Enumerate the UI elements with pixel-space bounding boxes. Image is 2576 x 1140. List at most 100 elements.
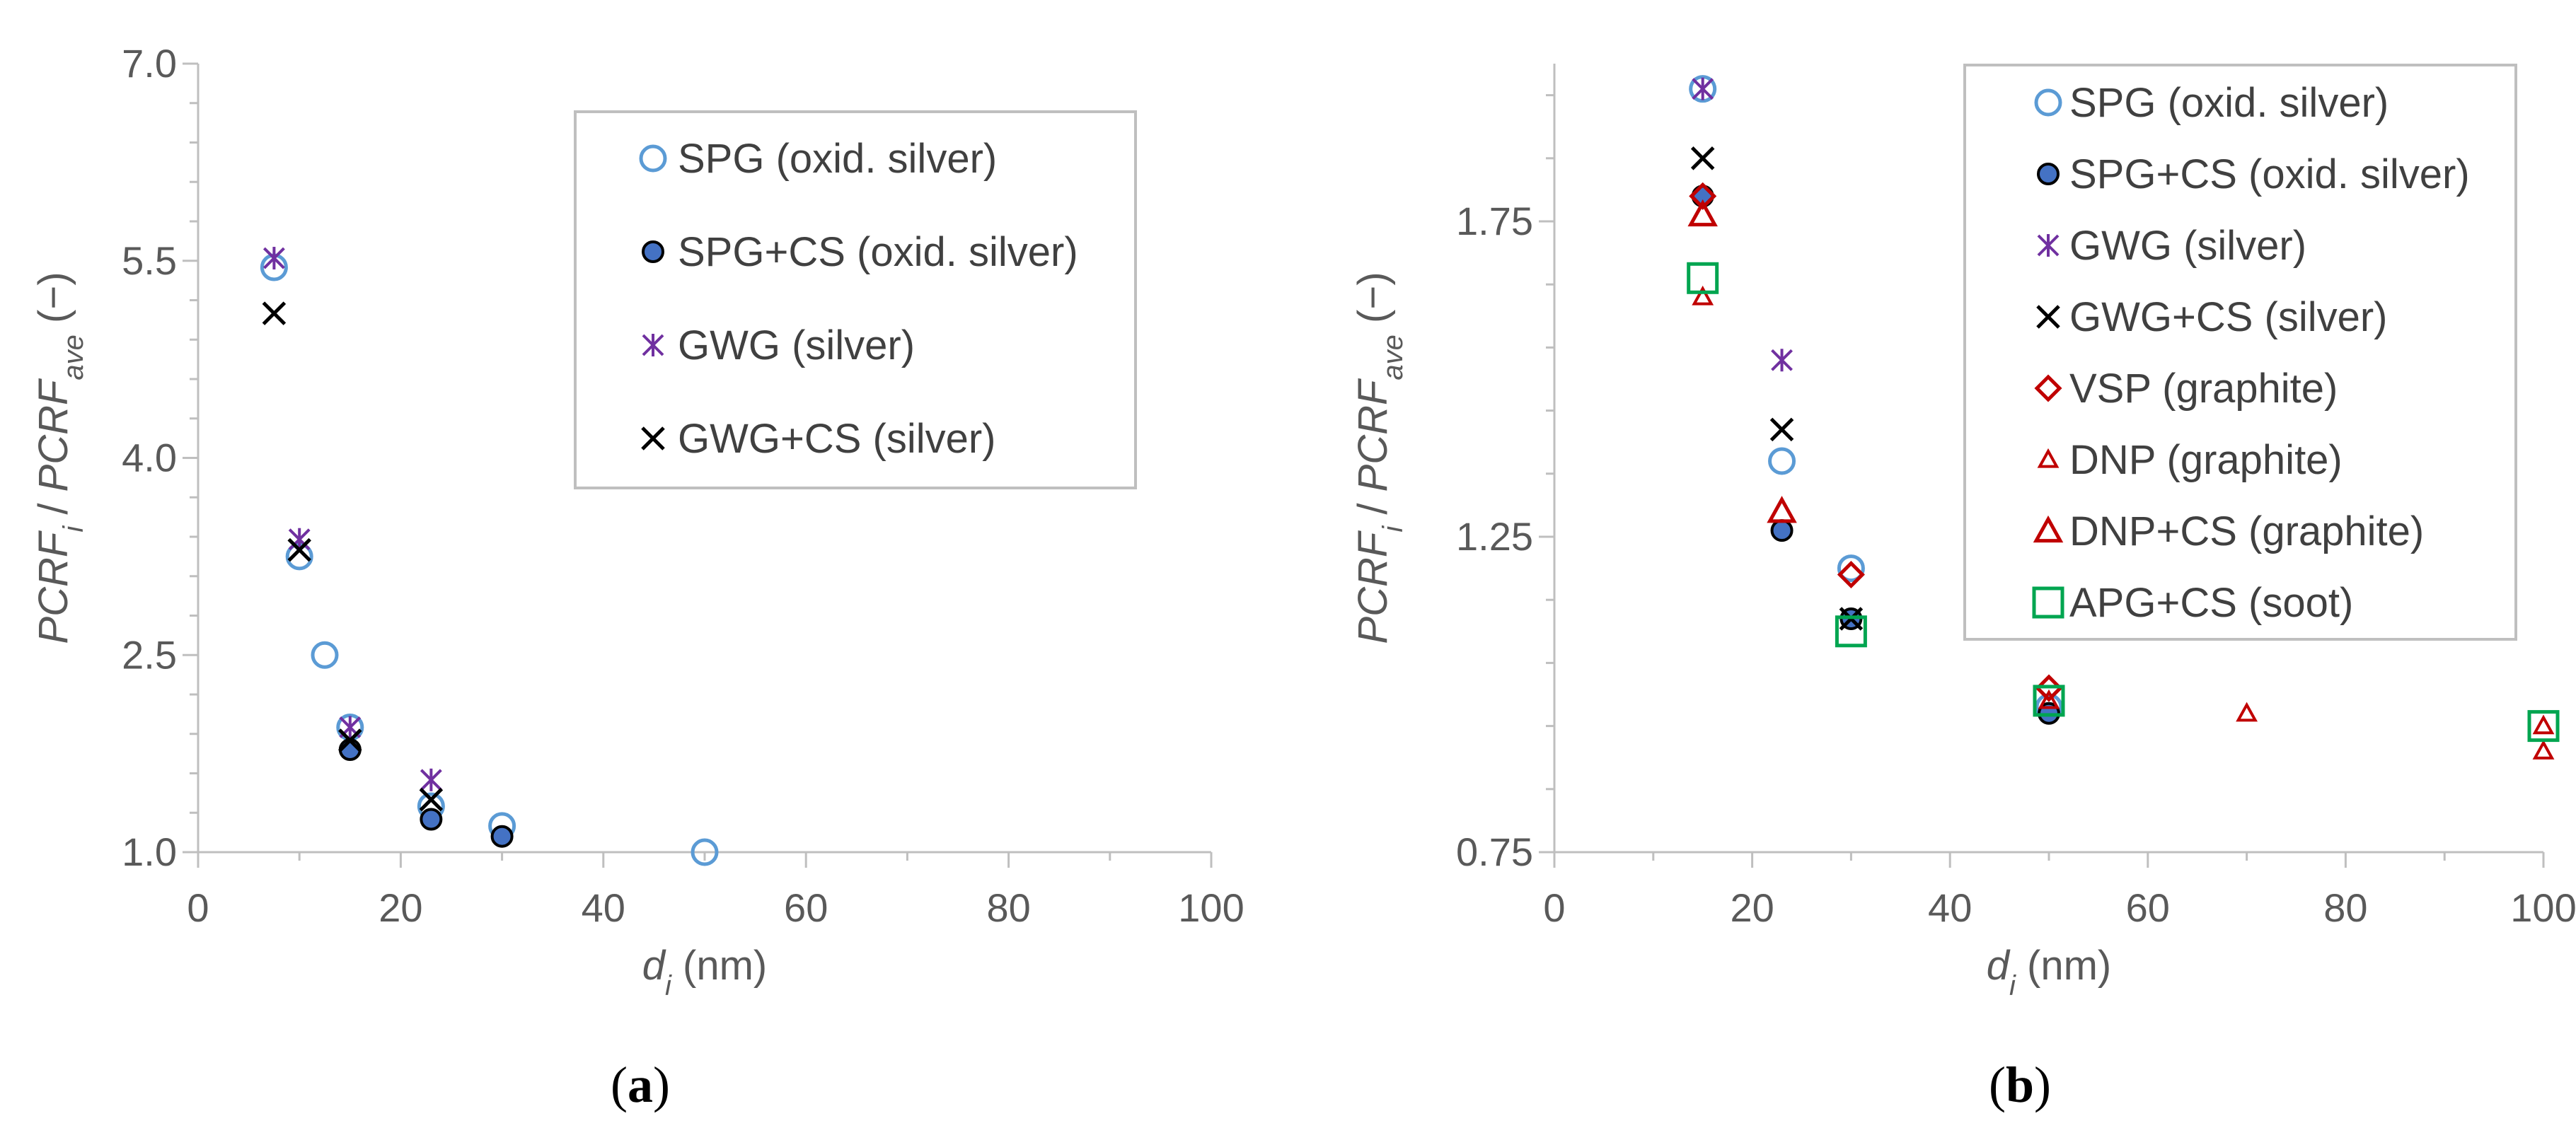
legend-marker [2034,88,2062,117]
chart-panel-a: 1.0 2.5 4.0 5.5 7.0 0 20 40 60 80 100 di (nm) PCRFi … [30,41,1244,1113]
data-point [287,537,311,562]
data-point [2236,702,2258,722]
legend: SPG (oxid. silver) SPG+CS (oxid. silver) G… [574,110,1137,489]
x-tick-label: 80 [2323,885,2367,930]
y-tick-label: 1.0 [122,830,177,874]
legend: SPG (oxid. silver) SPG+CS (oxid. silver) G… [1963,64,2517,641]
marker-circle [311,641,339,669]
marker-triangle [2532,714,2555,735]
data-point [1692,77,1714,100]
marker-circle [639,144,667,173]
marker-triangle [2033,515,2064,543]
y-tick-label: 2.5 [122,632,177,677]
x-tick-label: 100 [1178,885,1244,930]
data-point [1835,615,1867,648]
legend-label: SPG+CS (oxid. silver) [2069,151,2470,197]
data-point [1692,285,1714,306]
marker-stroke [287,537,311,562]
series-vsp-graphite [1689,182,2063,702]
legend-label: SPG (oxid. silver) [2069,80,2389,126]
data-point [420,808,443,831]
legend-marker [2034,374,2062,402]
chart-panel-b: 0.75 1.25 1.75 0 20 40 60 80 100 di (nm) PCRFi / P… [1350,64,2576,1113]
legend-label: SPG+CS (oxid. silver) [678,229,1078,275]
data-point [490,825,514,848]
marker-triangle [2236,702,2258,722]
y-tick-label: 0.75 [1456,830,1533,874]
data-point [1837,560,1865,589]
legend-label: APG+CS (soot) [2069,580,2353,626]
marker-diamond [1837,560,1865,589]
marker-square [2032,586,2064,619]
data-point [1690,146,1715,170]
data-point [2033,685,2065,717]
legend-marker [2036,305,2060,329]
marker-circle [1837,554,1865,583]
series-gwg-silver [1692,77,1793,372]
legend-marker [2033,515,2064,543]
marker-square [2033,685,2065,717]
marker-triangle [1767,496,1797,523]
x-tick-label: 60 [784,885,828,930]
marker-triangle [1687,199,1718,227]
series-apg-cs-soot [1687,262,2560,743]
legend-marker [642,240,664,263]
legend-entry-spg-oxid-silver: SPG (oxid. silver) [2034,80,2389,126]
marker-stroke [262,301,287,325]
marker-circle [691,838,719,866]
marker-circle [490,825,514,848]
series-dnp-graphite [1692,285,2555,760]
data-point [1687,262,1719,294]
legend-entry-vsp-graphite: VSP (graphite) [2034,366,2338,412]
y-tick-label: 1.25 [1456,514,1533,559]
data-point [691,838,719,866]
x-axis-title: di (nm) [642,943,767,1001]
legend-entry-spg-cs-oxid-silver: SPG+CS (oxid. silver) [2037,151,2470,197]
data-point [288,528,311,551]
marker-square [1835,615,1867,648]
data-point [1769,417,1794,442]
x-tick-label: 0 [1543,885,1565,930]
legend-marker [639,144,667,173]
data-point [2532,740,2555,760]
marker-diamond [2034,374,2062,402]
legend-label: DNP+CS (graphite) [2069,508,2424,554]
x-tick-label: 100 [2510,885,2576,930]
legend-entry-gwg-cs-silver: GWG+CS (silver) [2036,294,2388,340]
y-axis-title: PCRFi / PCRFave (−) [1350,272,1409,644]
data-point [2527,710,2560,743]
legend-marker [2037,448,2060,468]
marker-triangle [2037,448,2060,468]
marker-diamond [2035,674,2063,702]
legend-label: GWG (silver) [678,322,915,368]
marker-circle [1768,447,1796,475]
legend-marker [641,426,665,450]
marker-circle [420,808,443,831]
data-point [2035,674,2063,702]
legend-entry-gwg-silver: GWG (silver) [642,322,915,368]
marker-stroke [338,728,362,752]
x-tick-label: 40 [582,885,625,930]
legend-box [574,110,1137,489]
data-point [1767,496,1797,523]
marker-stroke [1690,146,1715,170]
series-gwg-cs-silver [262,301,444,812]
marker-circle [642,240,664,263]
data-point [1837,554,1865,583]
marker-triangle [2532,740,2555,760]
x-tick-label: 0 [187,885,209,930]
y-tick-label: 7.0 [122,41,177,86]
legend-marker [2037,163,2060,185]
marker-stroke [2036,305,2060,329]
legend-marker [642,334,664,356]
data-point [1768,447,1796,475]
marker-circle [1770,519,1794,542]
legend-entry-spg-cs-oxid-silver: SPG+CS (oxid. silver) [642,229,1078,275]
legend-label: GWG+CS (silver) [678,416,996,462]
data-point [2038,689,2060,709]
legend-label: GWG+CS (silver) [2069,294,2388,340]
legend-entry-gwg-silver: GWG (silver) [2037,223,2306,269]
data-point [420,768,442,791]
data-point [419,787,444,812]
x-tick-label: 20 [379,885,422,930]
